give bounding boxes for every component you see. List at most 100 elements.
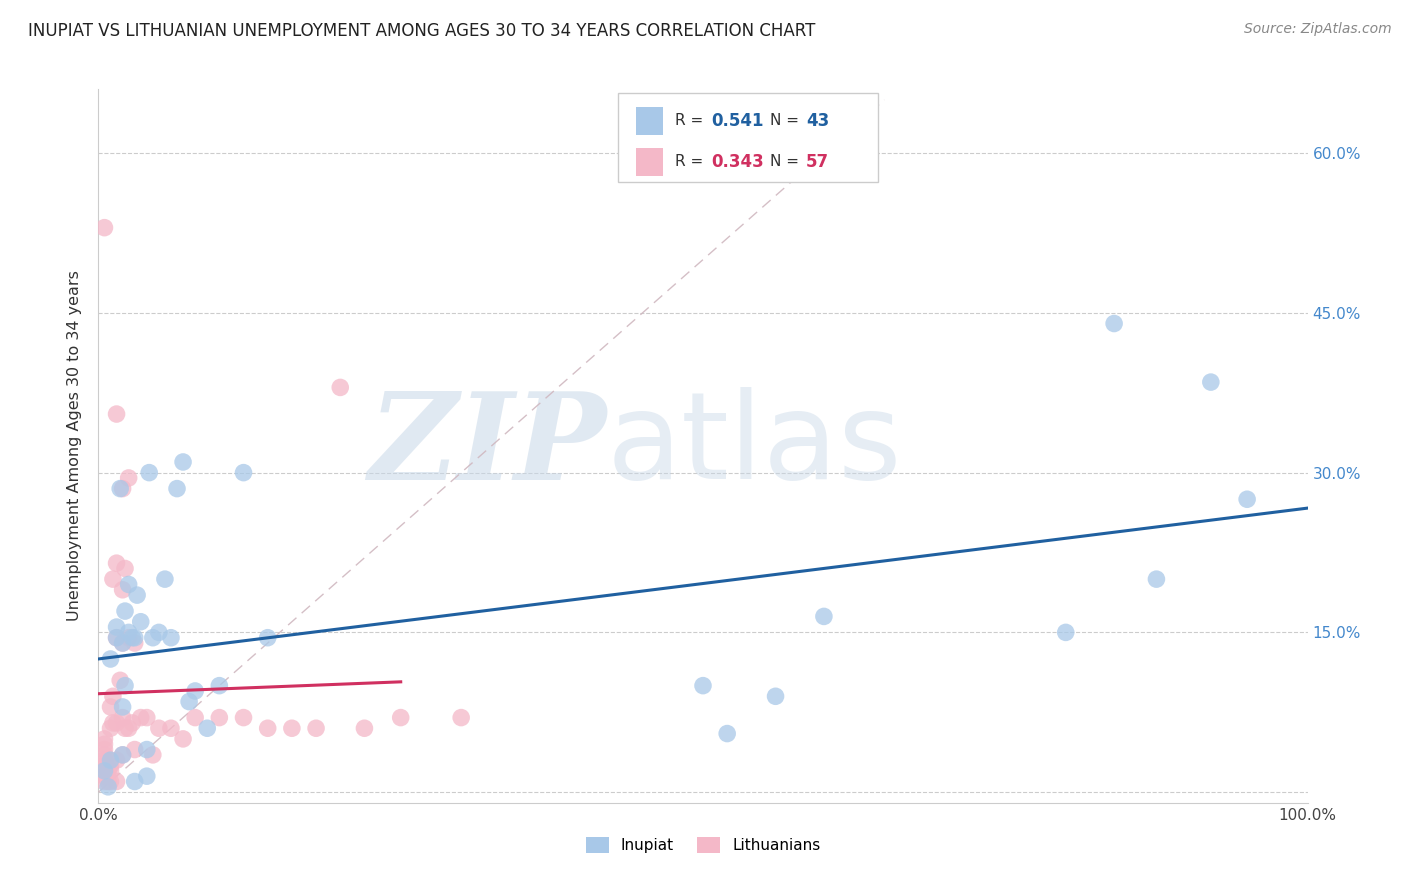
Point	[100, 774, 122, 789]
Text: N =: N =	[769, 154, 803, 169]
Point	[93, 753, 115, 767]
Point	[166, 482, 188, 496]
Point	[118, 721, 141, 735]
Point	[208, 710, 231, 724]
Point	[1054, 625, 1077, 640]
Point	[105, 620, 128, 634]
Point	[232, 710, 254, 724]
Point	[160, 631, 183, 645]
Point	[105, 715, 128, 730]
Point	[105, 407, 128, 421]
Point	[97, 764, 120, 778]
Point	[389, 710, 412, 724]
Point	[101, 572, 124, 586]
Point	[121, 631, 143, 645]
Point	[148, 721, 170, 735]
Bar	[637, 107, 664, 135]
Point	[172, 731, 194, 746]
Point	[813, 609, 835, 624]
Point	[111, 710, 134, 724]
Point	[121, 715, 143, 730]
Point	[129, 710, 152, 724]
Point	[97, 753, 120, 767]
Point	[118, 625, 141, 640]
Point	[114, 604, 136, 618]
Point	[118, 577, 141, 591]
FancyBboxPatch shape	[619, 93, 879, 182]
Point	[93, 742, 115, 756]
Point	[353, 721, 375, 735]
Point	[256, 631, 278, 645]
Legend: Inupiat, Lithuanians: Inupiat, Lithuanians	[579, 831, 827, 859]
Point	[111, 636, 134, 650]
Point	[97, 780, 120, 794]
Point	[100, 721, 122, 735]
Point	[105, 631, 128, 645]
Point	[124, 631, 146, 645]
Point	[1146, 572, 1168, 586]
Point	[100, 758, 122, 772]
Point	[111, 747, 134, 762]
Point	[111, 482, 134, 496]
Point	[172, 455, 194, 469]
Text: 0.541: 0.541	[711, 112, 763, 130]
Point	[93, 737, 115, 751]
Point	[105, 753, 128, 767]
Point	[111, 582, 134, 597]
Point	[716, 726, 738, 740]
Point	[256, 721, 278, 735]
Point	[93, 769, 115, 783]
Text: Source: ZipAtlas.com: Source: ZipAtlas.com	[1244, 22, 1392, 37]
Point	[208, 679, 231, 693]
Point	[93, 764, 115, 778]
Point	[111, 636, 134, 650]
Text: atlas: atlas	[606, 387, 901, 505]
Point	[160, 721, 183, 735]
Point	[118, 471, 141, 485]
Text: 0.343: 0.343	[711, 153, 765, 171]
Point	[281, 721, 304, 735]
Point	[195, 721, 218, 735]
Point	[124, 774, 146, 789]
Point	[142, 747, 165, 762]
Point	[138, 466, 160, 480]
Point	[100, 652, 122, 666]
Point	[100, 764, 122, 778]
Point	[93, 220, 115, 235]
Point	[105, 774, 128, 789]
Text: ZIP: ZIP	[368, 387, 606, 505]
Point	[124, 742, 146, 756]
Point	[114, 561, 136, 575]
Point	[135, 769, 157, 783]
Text: INUPIAT VS LITHUANIAN UNEMPLOYMENT AMONG AGES 30 TO 34 YEARS CORRELATION CHART: INUPIAT VS LITHUANIAN UNEMPLOYMENT AMONG…	[28, 22, 815, 40]
Point	[184, 684, 207, 698]
Point	[93, 774, 115, 789]
Point	[114, 721, 136, 735]
Point	[93, 747, 115, 762]
Point	[100, 700, 122, 714]
Point	[129, 615, 152, 629]
Point	[105, 556, 128, 570]
Point	[153, 572, 176, 586]
Text: R =: R =	[675, 154, 709, 169]
Point	[450, 710, 472, 724]
Point	[97, 774, 120, 789]
Text: 43: 43	[806, 112, 830, 130]
Point	[93, 764, 115, 778]
Point	[135, 742, 157, 756]
Point	[1236, 492, 1258, 507]
Point	[127, 588, 149, 602]
Point	[101, 715, 124, 730]
Point	[93, 758, 115, 772]
Point	[100, 753, 122, 767]
Point	[135, 710, 157, 724]
Point	[179, 695, 201, 709]
Point	[124, 636, 146, 650]
Point	[148, 625, 170, 640]
Point	[111, 700, 134, 714]
Text: R =: R =	[675, 113, 709, 128]
Point	[232, 466, 254, 480]
Point	[105, 631, 128, 645]
Point	[93, 731, 115, 746]
Point	[765, 690, 787, 704]
